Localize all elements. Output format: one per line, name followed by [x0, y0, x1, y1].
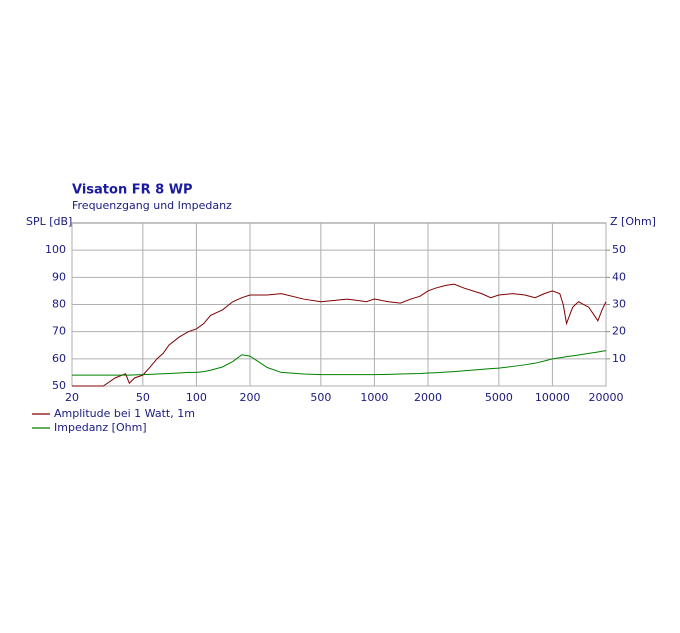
- x-tick-label: 50: [136, 391, 150, 404]
- y2-axis-label: Z [Ohm]: [610, 215, 656, 228]
- y-axis-label: SPL [dB]: [26, 215, 72, 228]
- series-line: [72, 350, 607, 376]
- x-tick-label: 100: [186, 391, 207, 404]
- y-tick-label: 90: [52, 270, 66, 283]
- chart-subtitle: Frequenzgang und Impedanz: [72, 199, 232, 212]
- x-tick-label: 500: [310, 391, 331, 404]
- x-tick-label: 10000: [535, 391, 570, 404]
- x-tick-label: 20: [65, 391, 79, 404]
- y2-tick-label: 40: [612, 270, 626, 283]
- legend-label: Amplitude bei 1 Watt, 1m: [54, 407, 195, 420]
- y-tick-label: 60: [52, 352, 66, 365]
- legend-label: Impedanz [Ohm]: [54, 421, 147, 434]
- y-tick-label: 50: [52, 379, 66, 392]
- x-tick-label: 2000: [414, 391, 442, 404]
- x-tick-label: 1000: [360, 391, 388, 404]
- y-tick-label: 100: [45, 243, 66, 256]
- series-line: [72, 283, 607, 387]
- y2-tick-label: 50: [612, 243, 626, 256]
- y-tick-label: 70: [52, 325, 66, 338]
- y-tick-label: 80: [52, 298, 66, 311]
- y2-tick-label: 20: [612, 325, 626, 338]
- y2-tick-label: 30: [612, 298, 626, 311]
- x-tick-label: 20000: [589, 391, 624, 404]
- x-tick-label: 5000: [485, 391, 513, 404]
- chart-title: Visaton FR 8 WP: [72, 183, 193, 198]
- x-tick-label: 200: [240, 391, 261, 404]
- y2-tick-label: 10: [612, 352, 626, 365]
